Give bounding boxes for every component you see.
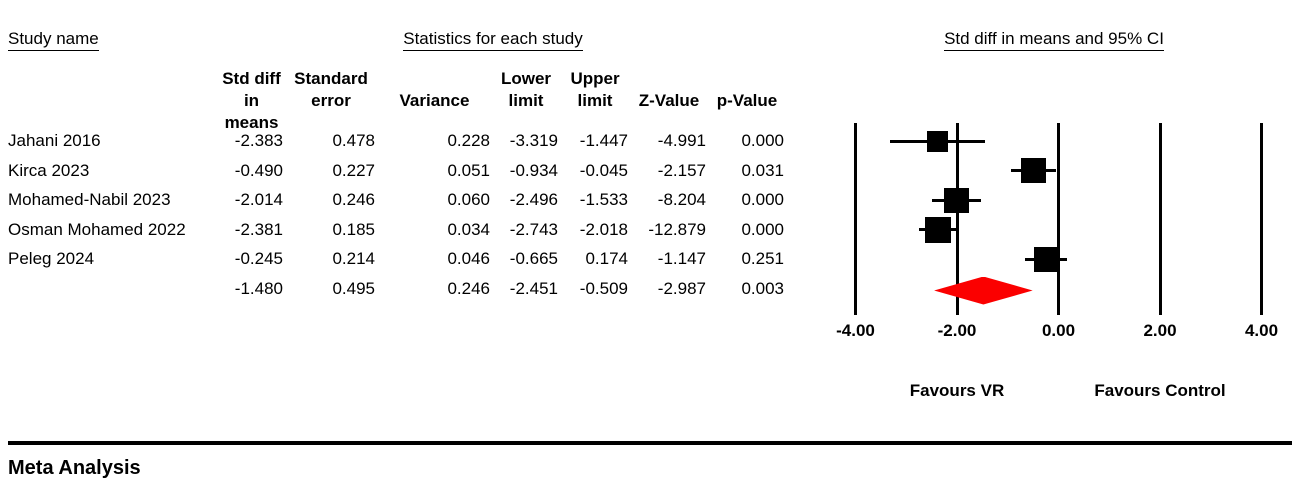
gridline: [854, 123, 857, 315]
table-row: Peleg 2024 -0.245 0.214 0.046 -0.665 0.1…: [8, 244, 786, 274]
upper-limit-value: -2.018: [579, 219, 628, 239]
variance-value: 0.228: [447, 131, 490, 150]
study-name-column-title: Study name: [8, 29, 99, 51]
stats-table: Jahani 2016 -2.383 0.478 0.228 -3.319 -1…: [8, 126, 786, 303]
favours-control-label: Favours Control: [1094, 381, 1226, 400]
std-diff-value: -2.383: [234, 131, 283, 150]
std-diff-value: -0.245: [234, 249, 283, 268]
std-diff-value: -1.480: [234, 278, 283, 298]
std-diff-value: -0.490: [234, 160, 283, 180]
study-name: Kirca 2023: [8, 160, 90, 180]
study-name: [8, 274, 218, 304]
lower-limit-value: -2.496: [509, 190, 558, 209]
study-marker: [924, 216, 951, 243]
statistics-section-title: Statistics for each study: [398, 29, 588, 51]
z-value: -8.204: [657, 190, 706, 209]
table-row: Mohamed-Nabil 2023 -2.014 0.246 0.060 -2…: [8, 185, 786, 215]
p-value: 0.003: [741, 278, 784, 298]
ci-section-title: Std diff in means and 95% CI: [933, 29, 1175, 51]
column-header-z-value: Z-Value: [638, 91, 700, 110]
upper-limit-value: -0.045: [579, 160, 628, 180]
upper-limit-value: -0.509: [579, 278, 628, 298]
axis-tick-label: -4.00: [836, 321, 875, 340]
favours-vr-label: Favours VR: [909, 381, 1005, 400]
table-row: Kirca 2023 -0.490 0.227 0.051 -0.934 -0.…: [8, 156, 786, 186]
table-row: Jahani 2016 -2.383 0.478 0.228 -3.319 -1…: [8, 126, 786, 156]
standard-error-value: 0.478: [332, 131, 375, 150]
variance-value: 0.034: [447, 219, 490, 239]
variance-value: 0.060: [447, 190, 490, 209]
column-header-standard-error: Standard error: [294, 69, 368, 110]
standard-error-value: 0.227: [332, 160, 375, 180]
p-value: 0.000: [741, 131, 784, 150]
gridline: [1260, 123, 1263, 315]
upper-limit-value: -1.447: [579, 131, 628, 150]
column-header-p-value: p-Value: [716, 91, 778, 110]
forest-plot: -4.00 -2.00 0.00 2.00 4.00 Favours VR Fa…: [830, 118, 1280, 418]
study-name: Peleg 2024: [8, 249, 95, 268]
lower-limit-value: -0.665: [509, 249, 558, 268]
standard-error-value: 0.214: [332, 249, 375, 268]
summary-diamond: [934, 276, 1033, 305]
variance-value: 0.051: [447, 160, 490, 180]
bottom-rule: [8, 441, 1292, 445]
z-value: -2.157: [657, 160, 706, 180]
study-marker: [943, 187, 969, 213]
column-header-upper-limit: Upper limit: [570, 69, 620, 110]
standard-error-value: 0.185: [332, 219, 375, 239]
column-header-spacer: [8, 68, 218, 134]
study-name: Jahani 2016: [8, 131, 101, 150]
study-marker: [1033, 246, 1059, 272]
z-value: -1.147: [657, 249, 706, 268]
upper-limit-value: -1.533: [579, 190, 628, 209]
standard-error-value: 0.246: [332, 190, 375, 209]
axis-tick-label: 0.00: [1041, 321, 1076, 340]
z-value: -4.991: [657, 131, 706, 150]
table-column-headers: Std diff in means Standard error Varianc…: [8, 68, 786, 134]
p-value: 0.000: [741, 190, 784, 209]
gridline: [955, 123, 959, 315]
p-value: 0.031: [741, 160, 784, 180]
lower-limit-value: -0.934: [509, 160, 558, 180]
upper-limit-value: 0.174: [585, 249, 628, 268]
z-value: -12.879: [648, 219, 706, 239]
p-value: 0.000: [741, 219, 784, 239]
study-marker: [927, 130, 949, 152]
axis-tick-label: 2.00: [1143, 321, 1177, 340]
axis-tick-label: 4.00: [1244, 321, 1279, 340]
variance-value: 0.046: [447, 249, 490, 268]
study-marker: [1021, 158, 1047, 183]
table-row: Osman Mohamed 2022 -2.381 0.185 0.034 -2…: [8, 215, 786, 245]
gridline-zero: [1057, 123, 1060, 315]
p-value: 0.251: [741, 249, 784, 268]
lower-limit-value: -3.319: [509, 131, 558, 150]
column-header-variance: Variance: [399, 91, 470, 110]
column-header-std-diff: Std diff in means: [222, 69, 281, 132]
lower-limit-value: -2.743: [509, 219, 558, 239]
summary-row: -1.480 0.495 0.246 -2.451 -0.509 -2.987 …: [8, 274, 786, 304]
gridline: [1158, 123, 1162, 315]
study-name: Osman Mohamed 2022: [8, 219, 186, 239]
lower-limit-value: -2.451: [509, 278, 558, 298]
column-header-lower-limit: Lower limit: [500, 69, 552, 110]
study-name: Mohamed-Nabil 2023: [8, 190, 171, 209]
z-value: -2.987: [657, 278, 706, 298]
std-diff-value: -2.014: [234, 190, 283, 209]
standard-error-value: 0.495: [332, 278, 375, 298]
std-diff-value: -2.381: [234, 219, 283, 239]
footer-title: Meta Analysis: [8, 457, 141, 479]
variance-value: 0.246: [447, 278, 490, 298]
axis-tick-label: -2.00: [937, 321, 977, 340]
